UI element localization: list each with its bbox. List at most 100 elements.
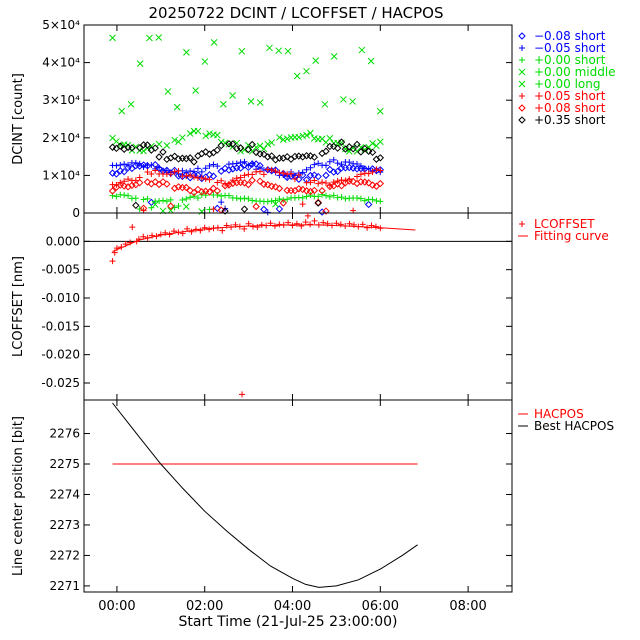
data-point [233, 195, 240, 202]
data-point [186, 130, 194, 137]
data-point [354, 173, 361, 180]
data-point [264, 140, 272, 148]
data-point [322, 207, 330, 215]
data-point [338, 161, 345, 168]
legend-label: −0.05 short [534, 41, 606, 55]
data-point [299, 194, 306, 201]
data-point [167, 171, 174, 178]
data-point [183, 173, 190, 180]
y-tick-label: -0.020 [41, 348, 80, 362]
lcoffset-point [350, 221, 357, 228]
data-point [136, 60, 144, 67]
data-point [354, 161, 361, 168]
data-point [367, 57, 375, 65]
data-point [376, 179, 385, 188]
y-tick-label: -0.010 [41, 291, 80, 305]
data-point [148, 162, 155, 169]
legend-label: LCOFFSET [534, 217, 595, 231]
data-point [151, 144, 159, 152]
lcoffset-point [109, 258, 116, 265]
data-point [266, 44, 273, 52]
data-point [156, 164, 163, 171]
panel-lcoffset: 0.000 -0.005 -0.010 -0.015 -0.020 -0.025 LCOFF… [11, 212, 609, 401]
y-tick-label: 0.000 [46, 234, 80, 248]
data-point [349, 145, 357, 153]
data-point [125, 161, 132, 168]
data-point [249, 171, 256, 178]
data-point [252, 148, 260, 157]
y-tick-label: 2272 [49, 548, 80, 562]
lcoffset-point [219, 227, 226, 234]
data-point [268, 198, 275, 205]
data-point [322, 162, 329, 169]
data-point [202, 175, 209, 182]
data-point [125, 192, 132, 199]
data-point [159, 148, 167, 156]
data-point [241, 172, 248, 179]
data-point [330, 179, 337, 186]
data-point [116, 167, 125, 175]
data-point [140, 207, 147, 214]
data-point [340, 96, 347, 103]
y-tick-label: 3×10⁴ [42, 93, 80, 107]
data-point [198, 175, 205, 182]
data-point [225, 192, 232, 199]
data-point [244, 145, 253, 154]
y-tick-label: 2276 [49, 427, 80, 441]
data-point [140, 164, 147, 171]
lcoffset-point [188, 228, 195, 235]
data-point [213, 204, 222, 213]
data-point [182, 203, 190, 210]
data-point [299, 169, 306, 176]
data-point [163, 142, 171, 149]
data-point [108, 169, 117, 177]
legend-label: +0.35 short [534, 113, 606, 127]
data-point [221, 182, 229, 190]
data-point [342, 145, 349, 153]
data-point [333, 144, 342, 152]
data-point [358, 46, 366, 54]
data-point [306, 152, 315, 160]
data-point [148, 204, 155, 211]
y-tick-label: -0.005 [41, 263, 80, 277]
data-point [319, 179, 326, 186]
data-point [225, 166, 233, 174]
lcoffset-point [276, 221, 283, 228]
data-point [260, 171, 267, 178]
data-point [135, 178, 144, 187]
data-point [373, 166, 380, 173]
data-point [288, 170, 295, 177]
data-point [182, 183, 190, 192]
y-tick-label: -0.025 [41, 376, 80, 390]
y-axis-label: Line center position [bit] [11, 416, 26, 576]
data-point [245, 162, 252, 169]
data-point [191, 173, 198, 180]
data-point [326, 134, 334, 142]
data-point [330, 142, 338, 151]
data-point [248, 176, 256, 184]
data-point [353, 140, 361, 149]
legend-label: +0.00 short [534, 53, 606, 67]
data-point [120, 182, 128, 190]
data-point [175, 167, 182, 174]
data-point [298, 185, 307, 194]
data-point [214, 163, 221, 170]
data-point [206, 162, 213, 169]
data-point [295, 175, 303, 183]
data-point [171, 168, 178, 175]
data-point [112, 170, 121, 178]
data-point [276, 196, 283, 203]
lcoffset-point [250, 223, 257, 230]
data-point [307, 164, 314, 171]
data-point [318, 149, 326, 158]
data-point [190, 188, 198, 197]
data-point [237, 195, 244, 202]
data-point [159, 178, 167, 186]
x-tick-label: 00:00 [98, 599, 135, 614]
data-point [217, 141, 225, 150]
data-point [120, 167, 128, 176]
data-point [376, 154, 385, 162]
data-point [310, 186, 319, 195]
lcoffset-point [372, 223, 379, 230]
lcoffset-point [364, 224, 371, 231]
